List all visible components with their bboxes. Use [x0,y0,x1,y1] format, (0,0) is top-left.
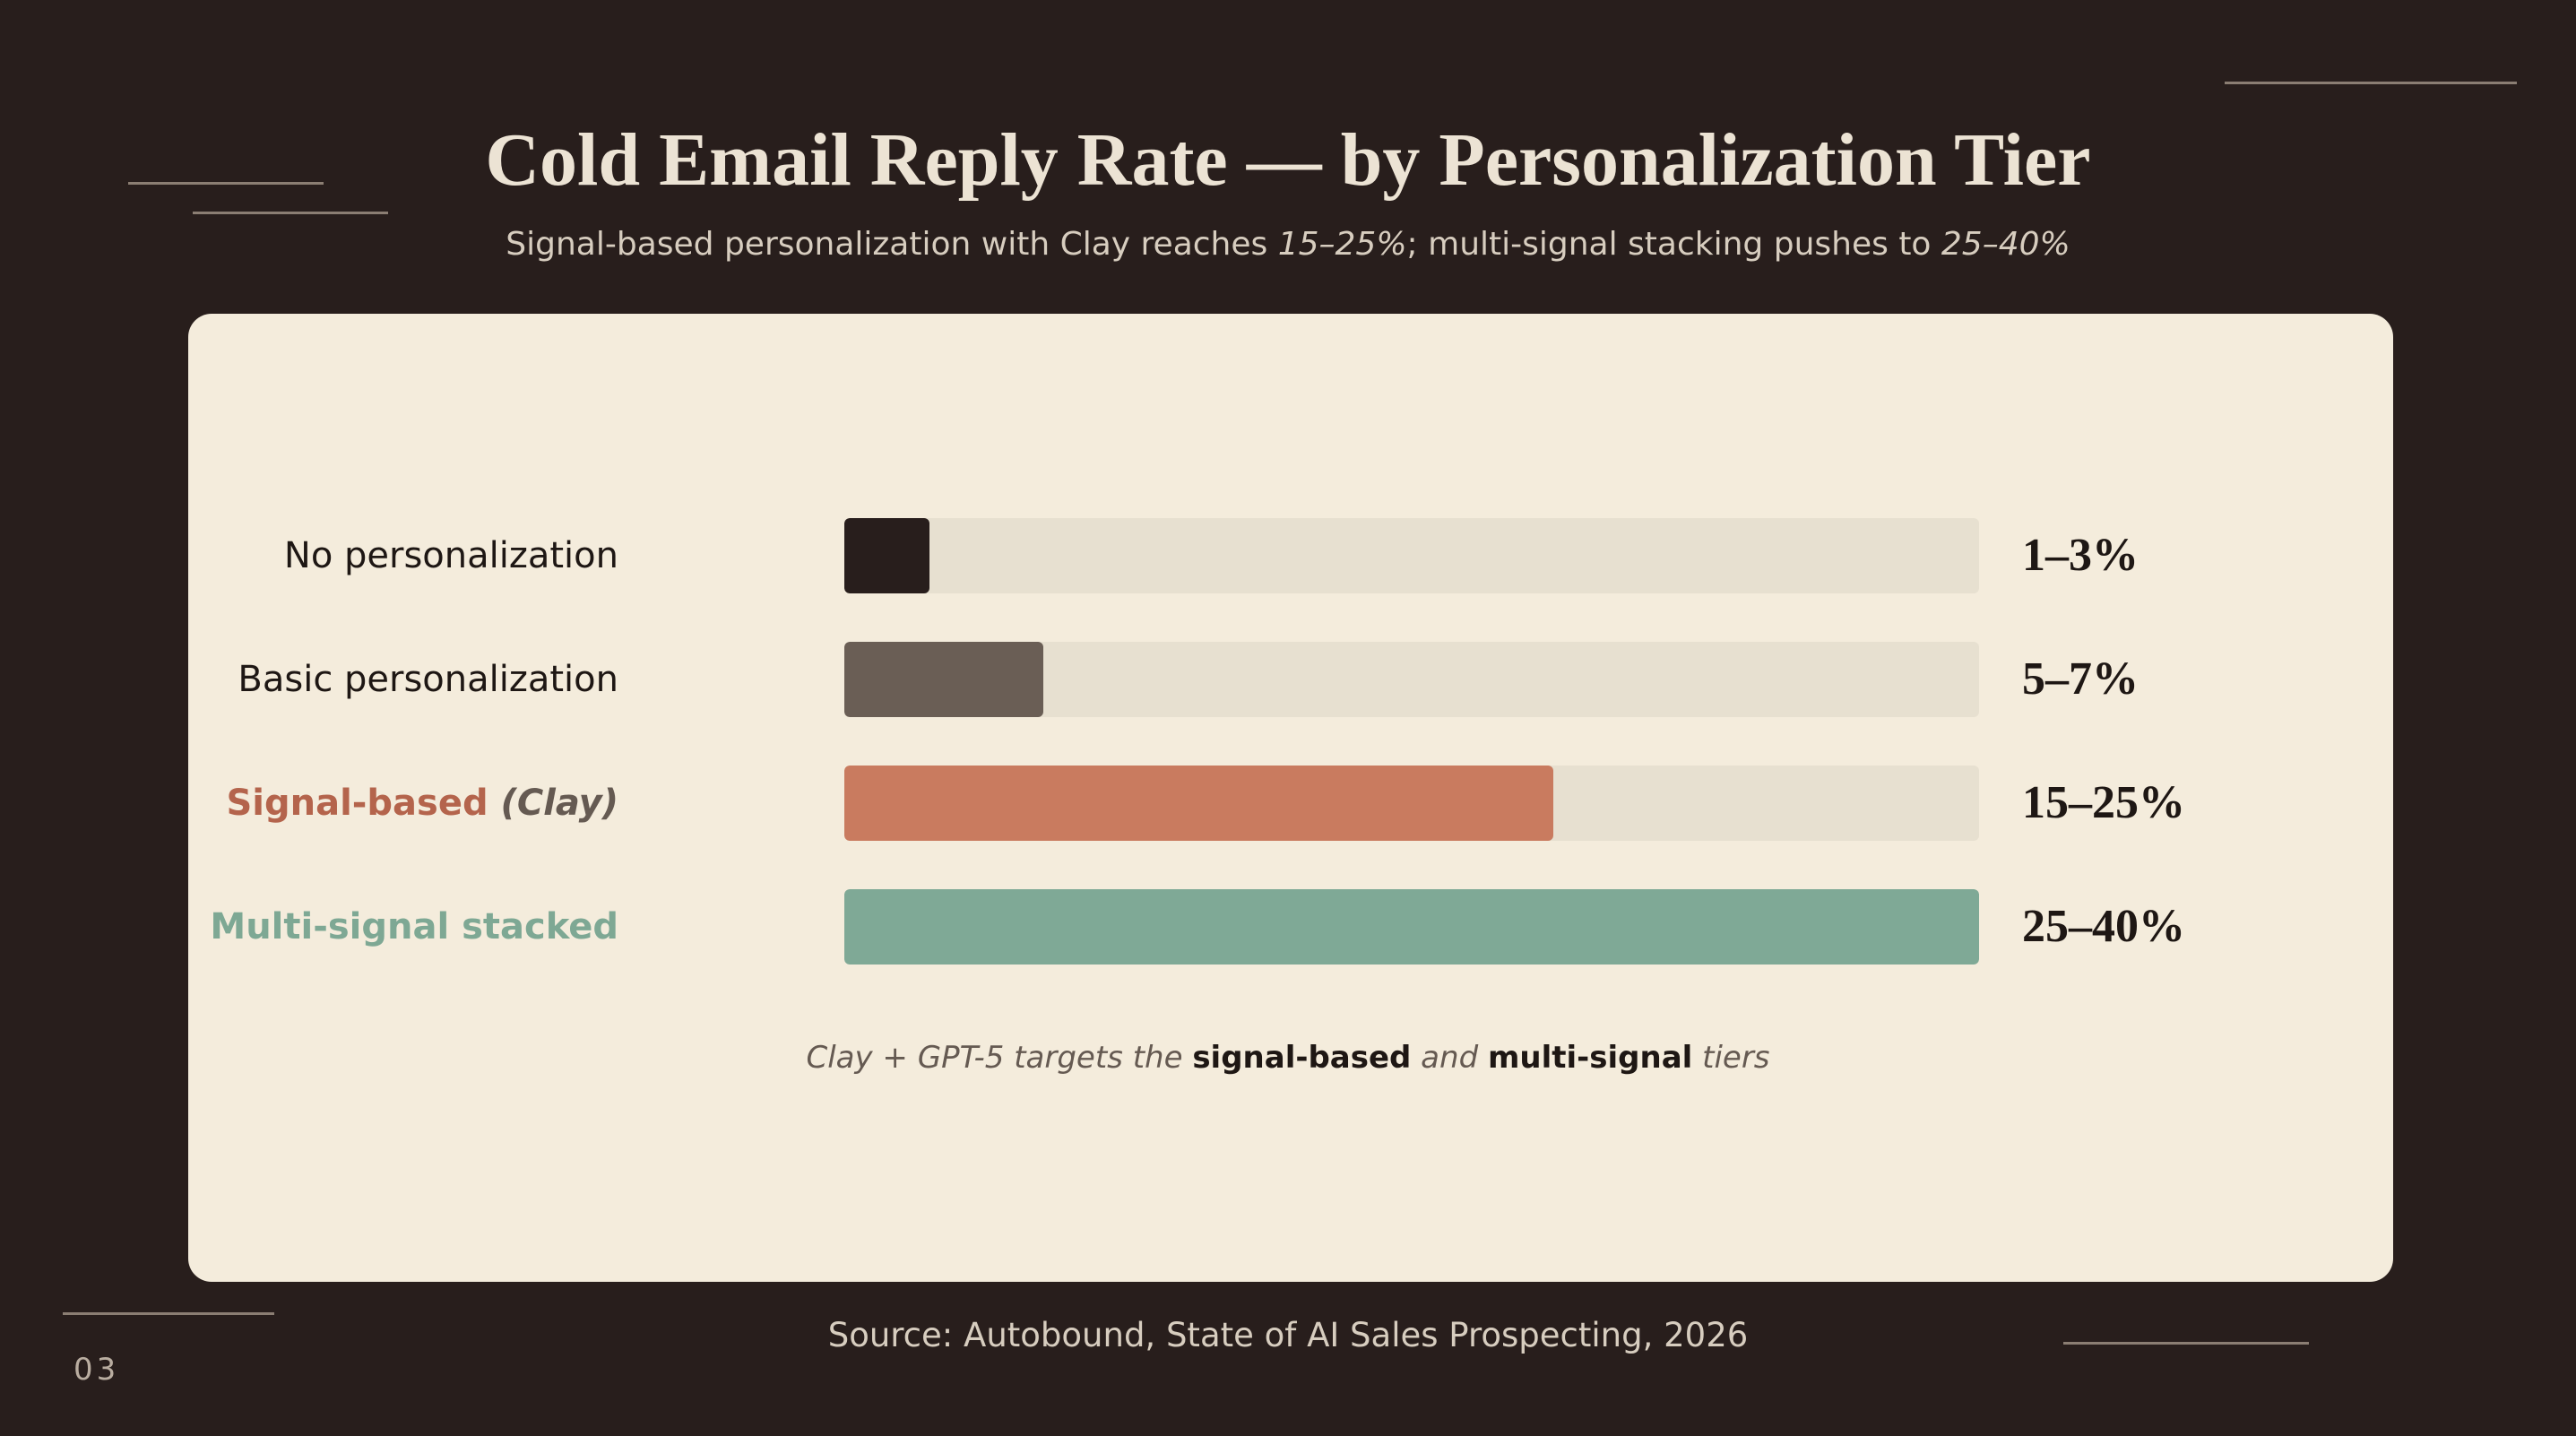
category-label-text: Multi-signal stacked [210,906,618,947]
category-label-basic-personalization: Basic personalization [238,642,618,717]
category-label-multi-signal-stacked: Multi-signal stacked [210,889,618,965]
subtitle-text: ; multi-signal stacking pushes to [1406,226,1941,263]
chart-subtitle: Signal-based personalization with Clay r… [0,226,2576,263]
category-label-suffix: (Clay) [488,783,618,824]
category-label-text: No personalization [283,535,618,576]
chart-card: No personalization 1–3% Basic personalizat… [188,314,2393,1282]
subtitle-highlight: 15–25% [1277,226,1407,263]
decorative-line [193,212,388,214]
bar-track-no-personalization [844,518,1979,593]
decorative-line [2063,1342,2309,1345]
category-label-signal-based: Signal-based (Clay) [226,766,618,841]
decorative-line [63,1312,274,1315]
subtitle-highlight: 25–40% [1941,226,2070,263]
subtitle-text: Signal-based personalization with Clay r… [506,226,1278,263]
category-label-no-personalization: No personalization [284,518,618,593]
category-label-text: Basic personalization [238,659,618,700]
note-bold: signal-based [1192,1040,1412,1076]
page-number: 03 [73,1352,120,1388]
note-text: and [1411,1040,1488,1076]
value-label-signal-based: 15–25% [2022,777,2185,828]
note-text: Clay + GPT-5 targets the [806,1040,1193,1076]
bar-basic-personalization [844,642,1043,717]
bar-no-personalization [844,518,929,593]
value-label-multi-signal-stacked: 25–40% [2022,901,2185,952]
chart-note: Clay + GPT-5 targets the signal-based an… [0,1040,2576,1076]
decorative-line [2225,82,2517,84]
category-label-text: Signal-based [226,783,488,824]
decorative-line [128,182,324,185]
chart-title: Cold Email Reply Rate — by Personalizati… [485,118,2091,202]
bar-track-signal-based [844,766,1979,841]
note-bold: multi-signal [1487,1040,1693,1076]
bar-multi-signal-stacked [844,889,1979,965]
note-text: tiers [1692,1040,1770,1076]
bar-signal-based [844,766,1554,841]
bar-track-basic-personalization [844,642,1979,717]
bar-track-multi-signal-stacked [844,889,1979,965]
value-label-no-personalization: 1–3% [2022,530,2139,581]
source-citation: Source: Autobound, State of AI Sales Pro… [827,1316,1749,1354]
value-label-basic-personalization: 5–7% [2022,653,2139,705]
